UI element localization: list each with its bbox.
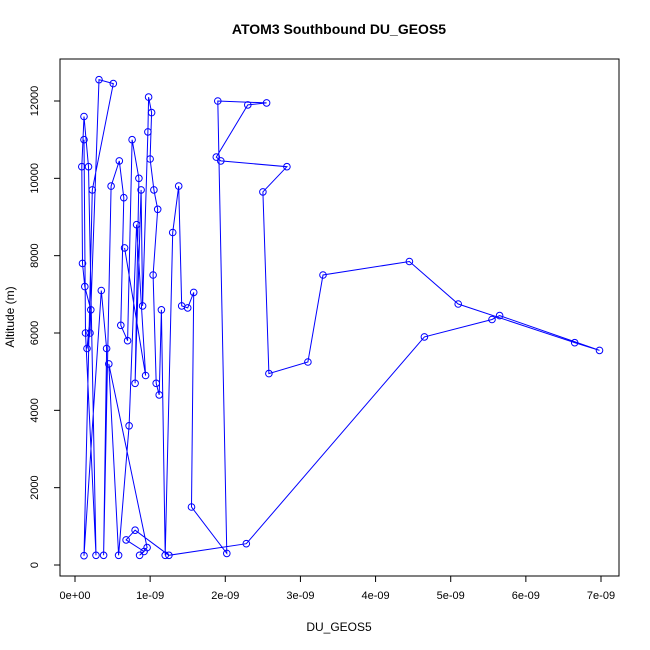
data-point [244,101,252,109]
data-point [420,333,429,341]
data-point [83,344,91,353]
data-point [138,302,147,310]
data-point [114,551,123,560]
data-point [105,360,113,368]
data-point [570,338,579,347]
data-point [99,551,108,560]
data-point [131,526,139,535]
data-point [153,205,162,214]
data-point [217,157,225,165]
y-tick-label: 8000 [29,243,41,267]
x-tick-label: 5e-09 [437,590,465,602]
series-layer [78,75,604,560]
x-axis-label: DU_GEOS5 [306,620,372,634]
data-point [242,539,251,548]
data-point [189,288,198,297]
data-point [78,162,86,171]
data-point [78,259,87,268]
data-point [144,128,152,136]
data-point [319,271,327,279]
x-tick-label: 6e-09 [512,590,540,602]
data-point [223,549,231,558]
data-point [165,551,173,560]
x-tick-label: 2e-09 [211,590,239,602]
data-point [87,306,95,314]
data-point [149,271,157,279]
data-point [115,157,124,165]
data-point [214,97,222,105]
x-tick-label: 0e+00 [60,590,91,602]
data-point [125,422,133,430]
data-point [97,286,106,295]
data-point [137,186,145,194]
data-point [183,304,192,312]
data-point [265,369,273,378]
data-point [262,99,271,107]
data-point [168,228,177,237]
data-point [117,321,125,330]
data-point [488,315,496,324]
y-tick-label: 6000 [29,321,41,345]
data-point [135,551,144,560]
data-point [123,336,132,345]
y-axis-label: Altitude (m) [3,286,17,347]
data-point [88,186,97,194]
y-tick-label: 4000 [29,398,41,422]
data-point [86,329,94,337]
data-point [81,329,90,337]
data-point [595,346,604,355]
data-point [150,186,158,194]
data-point [454,300,463,308]
data-point [109,79,118,88]
data-point [157,306,166,314]
x-tick-label: 4e-09 [362,590,390,602]
y-tick-label: 12000 [29,86,41,117]
data-point [174,182,183,190]
data-point [92,551,100,560]
data-point [135,174,143,183]
data-point [187,503,196,511]
data-point [212,153,221,161]
data-point [120,244,129,252]
data-point [143,543,151,552]
series-line [81,79,600,556]
data-point [107,182,115,190]
data-point [146,155,154,163]
data-point [120,193,128,202]
x-tick-label: 3e-09 [286,590,314,602]
data-point [80,112,88,121]
data-point [259,188,267,196]
data-point [95,75,103,84]
x-tick-label: 1e-09 [136,590,164,602]
data-point [132,220,141,229]
data-point [405,257,414,266]
data-point [283,162,291,171]
y-tick-label: 2000 [29,475,41,499]
y-tick-label: 10000 [29,163,41,194]
data-point [80,135,88,144]
data-point [495,311,504,320]
data-point [102,344,111,353]
data-point [128,135,136,144]
y-axis: 0 2000 4000 6000 8000 10000 12000 [29,86,61,568]
data-point [304,358,312,366]
data-point [155,391,163,399]
x-axis: 0e+00 1e-09 2e-09 3e-09 4e-09 5e-09 6e-09 7e-09 [60,575,615,602]
data-point [81,282,89,291]
chart-title: ATOM3 Southbound DU_GEOS5 [232,21,446,37]
y-tick-label: 0 [29,562,41,568]
x-tick-label: 7e-09 [587,590,615,602]
data-point [152,379,160,388]
data-point [131,379,139,388]
data-point [80,551,88,560]
data-point [147,108,156,117]
data-point [144,93,153,101]
data-point [141,371,150,380]
data-point [161,551,169,560]
data-point [122,536,130,544]
